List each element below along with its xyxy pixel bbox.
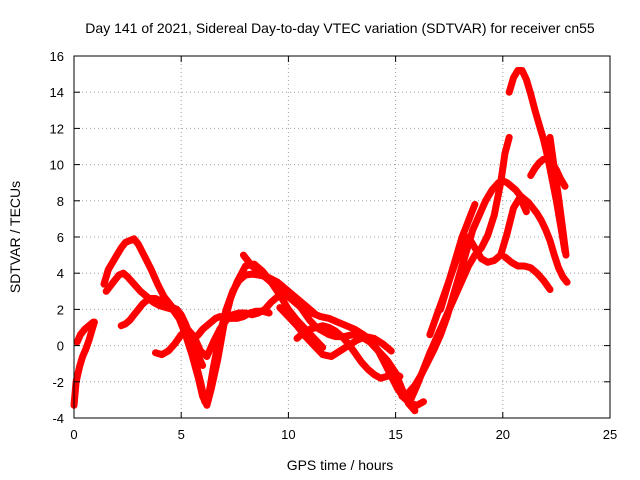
x-tick-label: 20 (496, 427, 510, 442)
chart-title: Day 141 of 2021, Sidereal Day-to-day VTE… (85, 20, 595, 36)
y-tick-label: 0 (57, 339, 64, 354)
series-arc-10 (293, 322, 404, 382)
x-tick-label: 25 (603, 427, 617, 442)
series-arc-2 (73, 318, 97, 346)
series-plus-markers (186, 308, 273, 345)
x-tick-label: 5 (178, 427, 185, 442)
series-arc-12 (407, 133, 513, 404)
grid-lines (74, 56, 610, 418)
x-axis-tick-labels: 0 5 10 15 20 25 (70, 427, 617, 442)
y-tick-label: 6 (57, 230, 64, 245)
y-tick-label: 8 (57, 194, 64, 209)
y-tick-label: 10 (50, 158, 64, 173)
x-tick-label: 15 (388, 427, 402, 442)
y-tick-label: 12 (50, 121, 64, 136)
series-plus-markers (118, 295, 206, 369)
y-tick-label: 16 (50, 49, 64, 64)
series-arc-18 (546, 133, 570, 259)
series-arc-17 (501, 253, 554, 293)
series-plus-markers (501, 253, 553, 293)
x-tick-label: 10 (281, 427, 295, 442)
series-plus-markers (437, 201, 478, 313)
series-plus-markers (547, 134, 569, 259)
y-tick-label: -4 (52, 411, 64, 426)
x-axis-label: GPS time / hours (287, 457, 394, 473)
y-axis-label: SDTVAR / TECUs (7, 181, 23, 293)
y-tick-label: 2 (57, 302, 64, 317)
series-arc-7 (186, 307, 273, 346)
data-series (70, 67, 571, 415)
series-plus-markers (294, 322, 403, 382)
axis-ticks (73, 55, 611, 419)
y-axis-tick-labels: -4 -2 0 2 4 6 8 10 12 14 16 (50, 49, 64, 426)
y-tick-label: 14 (50, 85, 64, 100)
series-plus-markers (74, 319, 97, 345)
series-arc-14 (437, 200, 479, 313)
y-tick-label: 4 (57, 266, 64, 281)
y-tick-label: -2 (52, 375, 64, 390)
x-tick-label: 0 (70, 427, 77, 442)
